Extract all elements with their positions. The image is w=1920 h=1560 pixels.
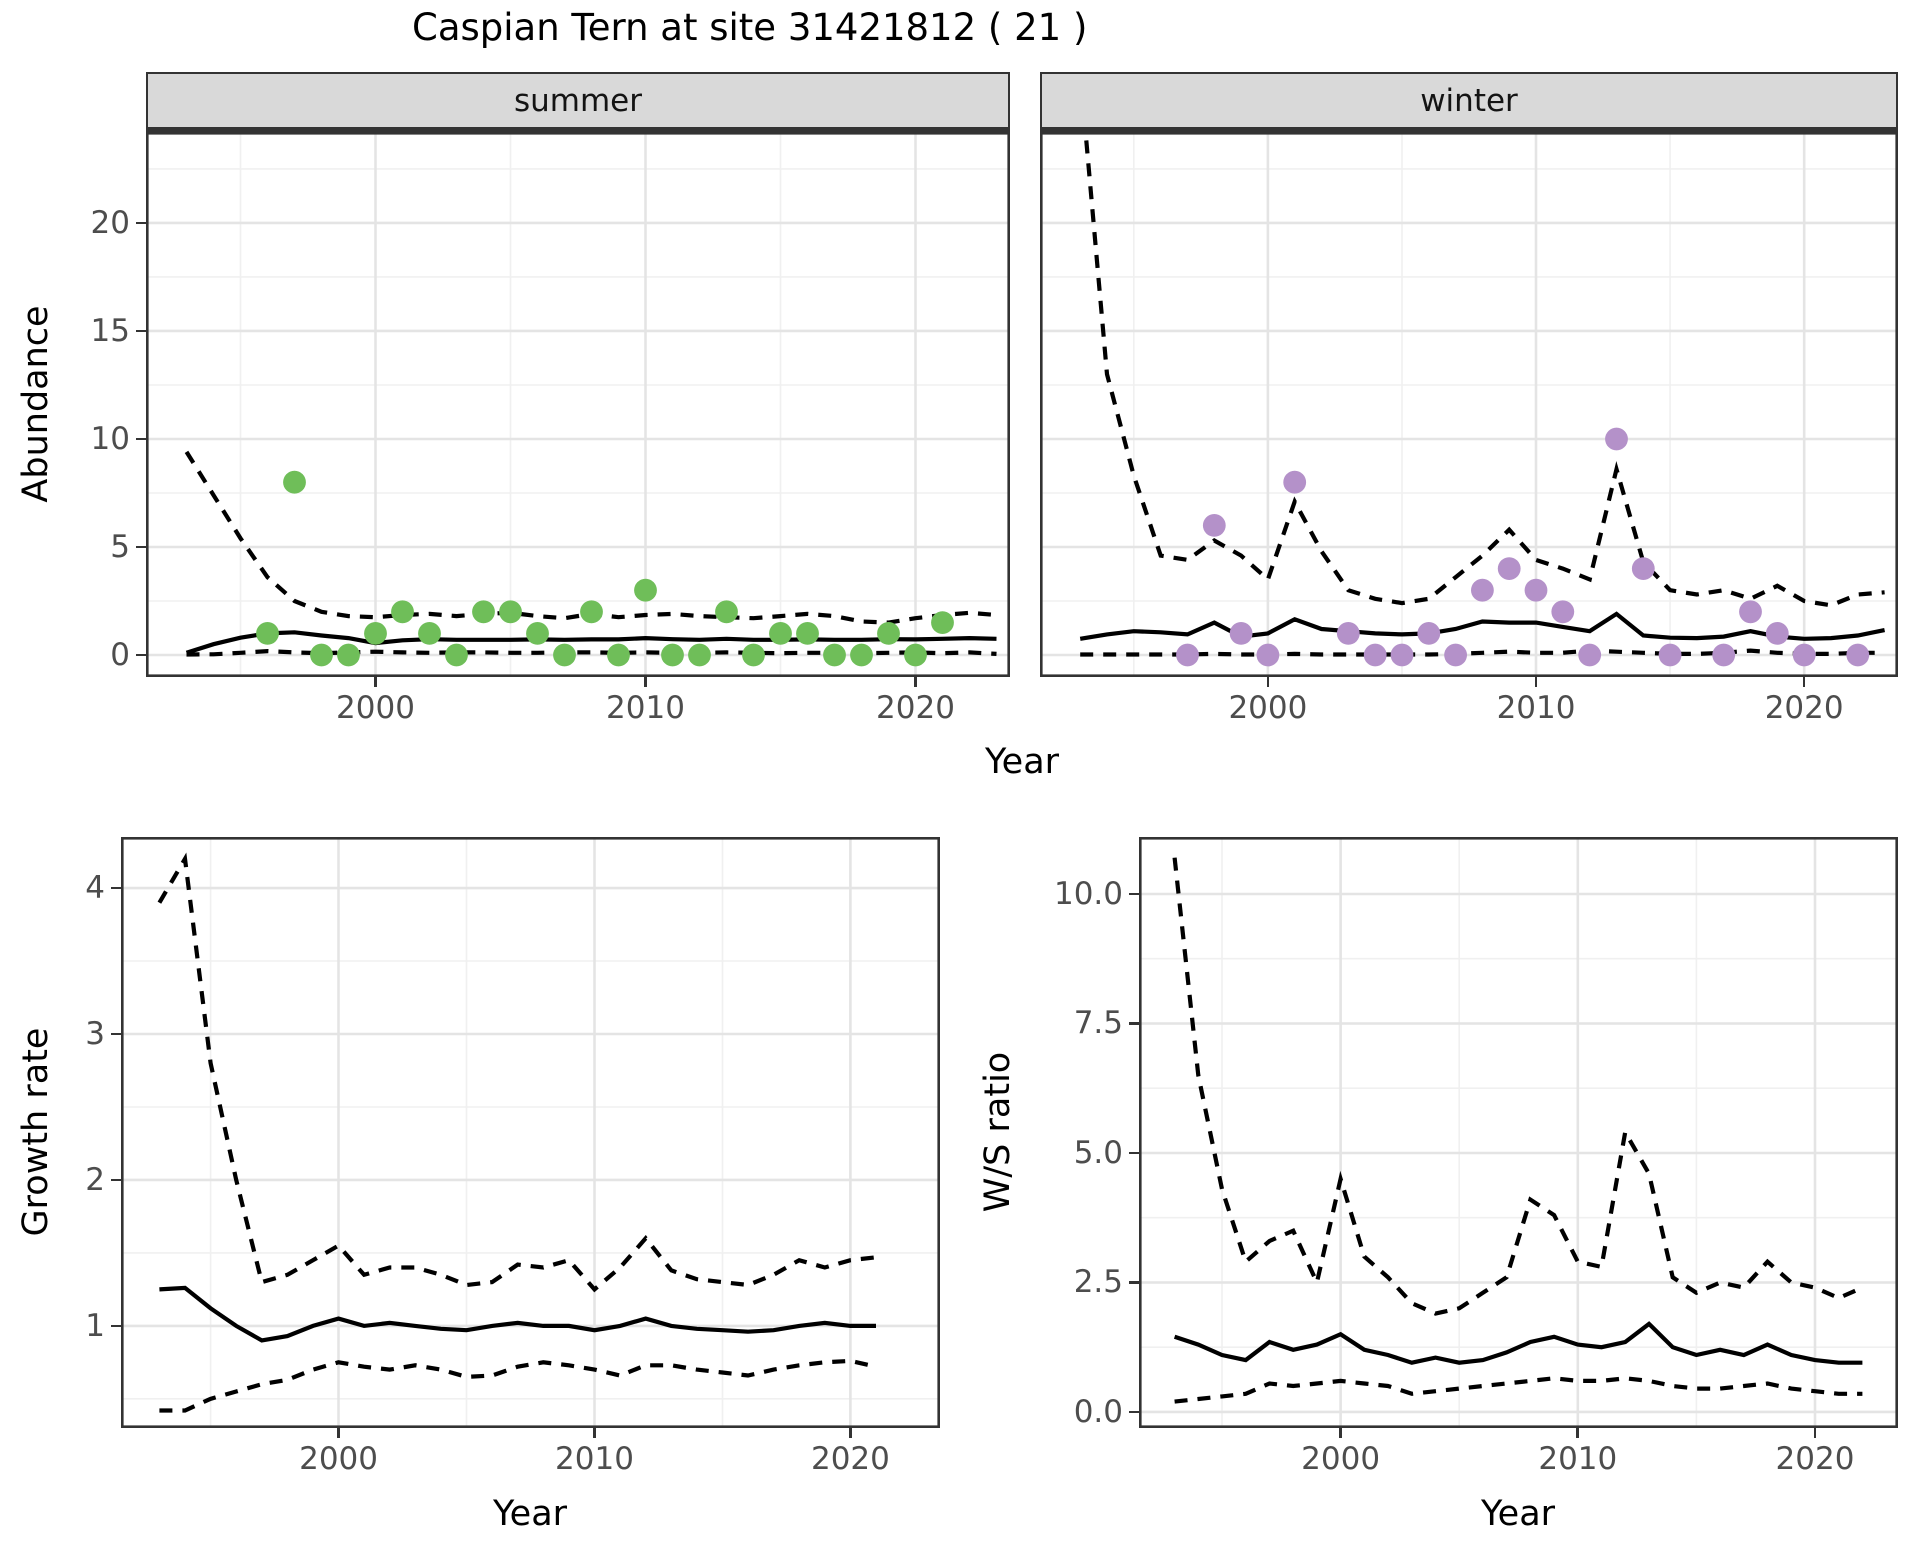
y-tick-mark: [111, 886, 121, 890]
x-tick-label: 2000: [336, 690, 415, 726]
x-tick-mark: [1339, 1428, 1342, 1438]
y-tick-label: 3: [85, 1016, 105, 1052]
summer-abundance-panel: [146, 132, 1010, 677]
y-tick-mark: [1129, 892, 1139, 896]
y-tick-mark: [111, 1178, 121, 1182]
x-tick-label: 2000: [1301, 1441, 1381, 1477]
x-tick-label: 2020: [1764, 690, 1844, 726]
x-tick-label: 2010: [606, 690, 685, 726]
y-tick-label: 2: [85, 1161, 105, 1198]
x-axis-title-year-top: Year: [984, 742, 1060, 782]
x-tick-mark: [1534, 677, 1538, 687]
ws-ratio-chart: [1139, 837, 1898, 1428]
x-tick-mark: [337, 1428, 340, 1438]
ws-ratio-panel: [1139, 837, 1898, 1428]
x-tick-mark: [593, 1428, 596, 1438]
y-axis-title-growth-rate: Growth rate: [16, 1027, 56, 1237]
x-tick-label: 2020: [810, 1441, 890, 1477]
y-tick-label: 2.5: [1073, 1264, 1123, 1301]
winter-abundance-chart: [1040, 132, 1898, 677]
x-tick-label: 2010: [1538, 1441, 1618, 1477]
y-tick-label: 7.5: [1073, 1005, 1123, 1042]
y-tick-mark: [1129, 1281, 1139, 1284]
y-tick-mark: [136, 329, 146, 333]
y-tick-mark: [1129, 1022, 1139, 1025]
y-tick-mark: [111, 1324, 121, 1328]
x-tick-label: 2010: [555, 1441, 634, 1477]
y-tick-label: 5.0: [1073, 1134, 1123, 1171]
y-tick-label: 0.0: [1073, 1393, 1123, 1430]
y-tick-mark: [111, 1032, 121, 1036]
x-axis-title-year-growth: Year: [492, 1494, 568, 1534]
x-axis-title-year-ws: Year: [1480, 1494, 1556, 1534]
facet-strip-winter-label: winter: [1420, 82, 1518, 119]
x-tick-mark: [1813, 1428, 1817, 1438]
y-tick-label: 5: [110, 528, 130, 565]
x-tick-mark: [914, 677, 917, 687]
y-tick-mark: [1129, 1151, 1139, 1155]
y-tick-mark: [136, 221, 146, 225]
facet-strip-winter: winter: [1040, 72, 1898, 132]
y-tick-label: 4: [85, 870, 105, 907]
x-tick-mark: [1576, 1428, 1580, 1438]
y-tick-label: 1: [85, 1307, 105, 1344]
y-tick-label: 10.0: [1053, 875, 1123, 912]
facet-strip-summer: summer: [146, 72, 1010, 132]
summer-abundance-chart: [146, 132, 1010, 677]
plot-title: Caspian Tern at site 31421812 ( 21 ): [412, 6, 1088, 49]
y-tick-mark: [136, 653, 146, 657]
y-tick-label: 10: [90, 420, 130, 457]
x-tick-label: 2010: [1496, 690, 1576, 726]
x-tick-mark: [1266, 677, 1270, 687]
y-tick-mark: [1129, 1410, 1139, 1414]
y-tick-mark: [136, 437, 146, 441]
x-tick-label: 2020: [876, 690, 955, 726]
x-tick-mark: [644, 677, 647, 687]
x-tick-label: 2020: [1775, 1441, 1855, 1477]
facet-strip-summer-label: summer: [513, 82, 642, 119]
growth-rate-chart: [121, 837, 940, 1428]
y-tick-label: 15: [90, 312, 130, 349]
x-tick-label: 2000: [299, 1441, 378, 1477]
x-tick-label: 2000: [1228, 690, 1308, 726]
y-tick-mark: [136, 545, 146, 549]
x-tick-mark: [1802, 677, 1806, 687]
x-tick-mark: [849, 1428, 852, 1438]
growth-rate-panel: [121, 837, 940, 1428]
y-tick-label: 0: [110, 636, 130, 673]
winter-abundance-panel: [1040, 132, 1898, 677]
y-tick-label: 20: [90, 204, 130, 241]
x-tick-mark: [374, 677, 377, 687]
